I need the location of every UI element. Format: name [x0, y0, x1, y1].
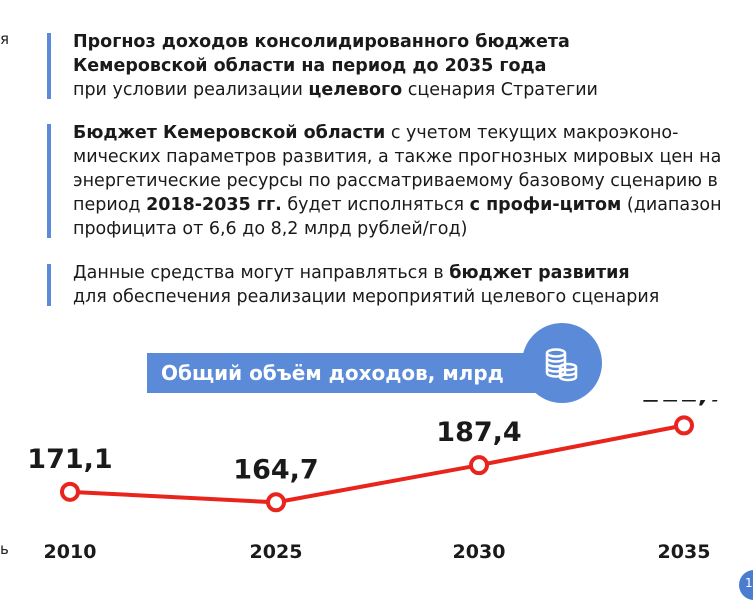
edge-text-fragment: ь — [0, 540, 9, 558]
accent-bar — [47, 124, 51, 238]
data-point — [469, 455, 489, 476]
data-point — [60, 481, 80, 502]
x-tick-label: 2025 — [250, 541, 303, 563]
development-budget-text: Данные средства могут направляться в бюд… — [73, 263, 660, 307]
x-tick-label: 2010 — [44, 541, 97, 563]
data-label: 164,7 — [233, 454, 318, 485]
data-point — [674, 415, 694, 436]
series-line — [69, 423, 685, 505]
heading-line: Прогноз доходов консолидированного бюдже… — [73, 32, 570, 52]
budget-surplus-block: Бюджет Кемеровской области с учетом теку… — [47, 121, 733, 241]
revenue-line-chart: 171,1 2010 164,7 2025 187,4 2030 211,7 2035 — [27, 400, 726, 563]
data-label: 187,4 — [436, 417, 521, 448]
coins-icon — [522, 323, 602, 403]
accent-bar — [47, 33, 51, 99]
development-budget-block: Данные средства могут направляться в бюд… — [47, 261, 733, 309]
forecast-heading-block: Прогноз доходов консолидированного бюдже… — [47, 30, 733, 102]
heading-line: Кемеровской области на период до 2035 го… — [73, 56, 547, 76]
chart-title-banner: Общий объём доходов, млрд руб. — [147, 353, 542, 425]
data-point — [266, 492, 286, 513]
accent-bar — [47, 264, 51, 306]
data-label: 211,7 — [641, 400, 726, 408]
data-label: 171,1 — [27, 444, 112, 475]
x-tick-label: 2030 — [453, 541, 506, 563]
heading-subline: при условии реализации целевого сценария… — [73, 80, 598, 100]
edge-text-fragment: я — [0, 30, 10, 48]
x-tick-label: 2035 — [658, 541, 711, 563]
budget-surplus-text: Бюджет Кемеровской области с учетом теку… — [73, 123, 722, 239]
